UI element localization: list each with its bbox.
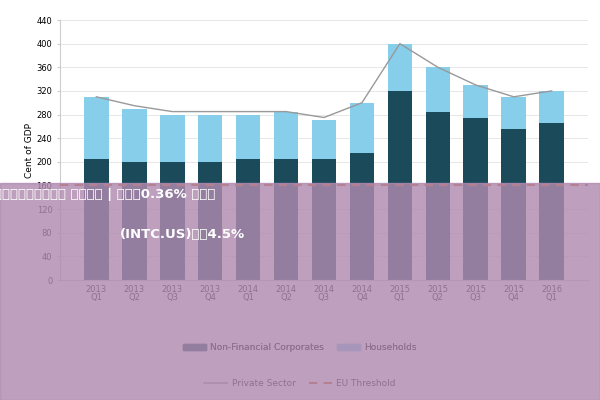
Bar [311,159,337,280]
Legend: Private Sector, EU Threshold: Private Sector, EU Threshold [201,375,399,392]
Bar [425,112,450,280]
Legend: Non-Financial Corporates, Households: Non-Financial Corporates, Households [179,339,421,356]
Bar [539,124,564,280]
Bar [236,114,260,159]
Bar [160,162,185,280]
Bar [84,97,109,159]
Bar [463,85,488,118]
Bar [502,129,526,280]
Bar [388,44,412,91]
Bar [198,162,223,280]
Bar [84,159,109,280]
Bar [198,114,223,162]
Bar [425,67,450,112]
Bar [502,97,526,129]
Bar [236,159,260,280]
Bar [350,153,374,280]
Bar [160,114,185,162]
Bar [122,162,146,280]
Bar [122,109,146,162]
Text: 股票配资哪个平台好 美股异动 | 道指涨0.36% 英特尔: 股票配资哪个平台好 美股异动 | 道指涨0.36% 英特尔 [0,188,215,201]
Bar [539,91,564,124]
Bar [274,112,298,159]
Text: (INTC.US)涨超4.5%: (INTC.US)涨超4.5% [120,228,245,241]
Bar [388,91,412,280]
Bar [274,159,298,280]
Y-axis label: Cent of GDP: Cent of GDP [25,122,34,178]
Bar [350,103,374,153]
Bar [311,120,337,159]
Bar [463,118,488,280]
